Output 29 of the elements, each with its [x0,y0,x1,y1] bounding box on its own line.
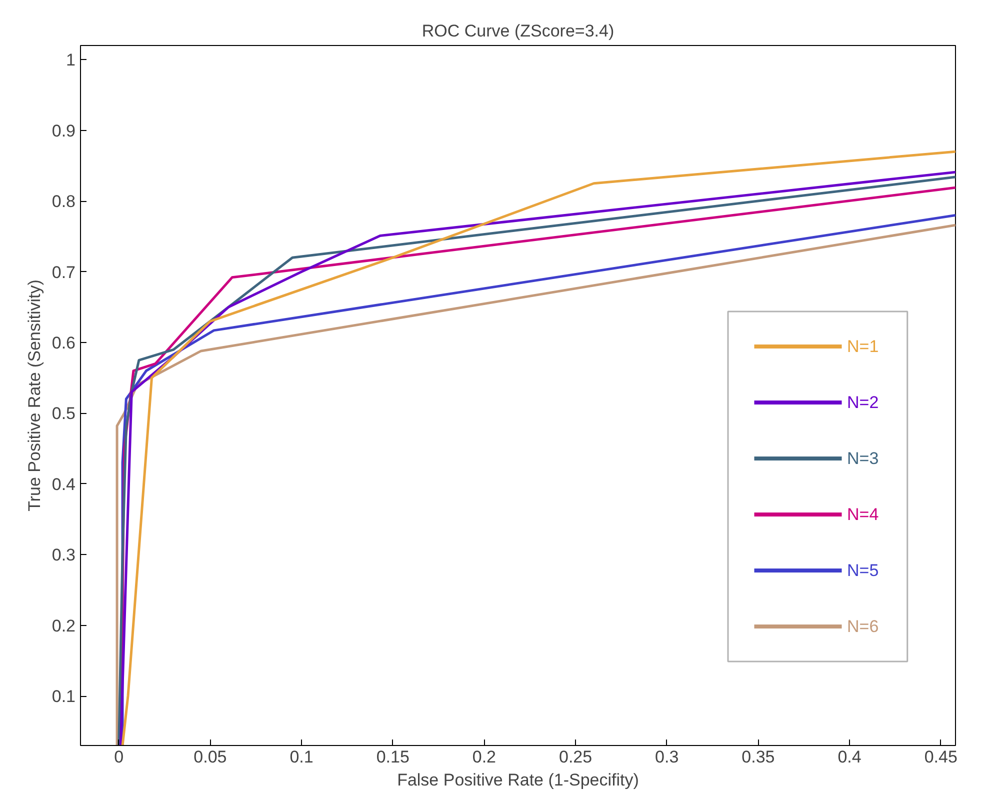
chart-title: ROC Curve (ZScore=3.4) [422,22,614,40]
x-tick-label: 0.25 [559,748,592,766]
text: N=2 [847,393,879,412]
text: N=5 [847,561,879,580]
x-tick-label: 0.45 [924,748,958,766]
y-tick-label: 0.6 [52,333,76,352]
y-tick-label: 1 [66,50,76,70]
x-tick-label: 0.05 [194,748,227,766]
y-tick-label: 0.5 [52,404,76,424]
y-tick-label: 0.7 [52,262,76,282]
text: N=3 [847,449,879,468]
y-tick-label: 0.2 [52,616,76,636]
y-tick-label: 0.1 [52,687,76,706]
y-axis-title: True Positive Rate (Sensitivity) [24,280,44,512]
y-tick-label: 0.9 [52,121,76,140]
x-tick-label: 0.3 [655,748,679,766]
text: N=4 [847,505,879,524]
y-tick-label: 0.4 [52,474,76,494]
x-tick-label: 0.4 [838,748,862,766]
x-tick-label: 0 [114,748,124,766]
x-tick-label: 0.2 [472,748,496,766]
x-axis-title: False Positive Rate (1-Specifity) [397,770,639,790]
y-tick-label: 0.8 [52,192,76,212]
x-tick-label: 0.1 [290,748,314,766]
text: N=1 [847,337,879,356]
text: N=6 [847,617,879,636]
y-tick-label: 0.3 [52,546,76,565]
x-tick-label: 0.15 [376,748,410,766]
x-tick-label: 0.35 [742,748,775,766]
